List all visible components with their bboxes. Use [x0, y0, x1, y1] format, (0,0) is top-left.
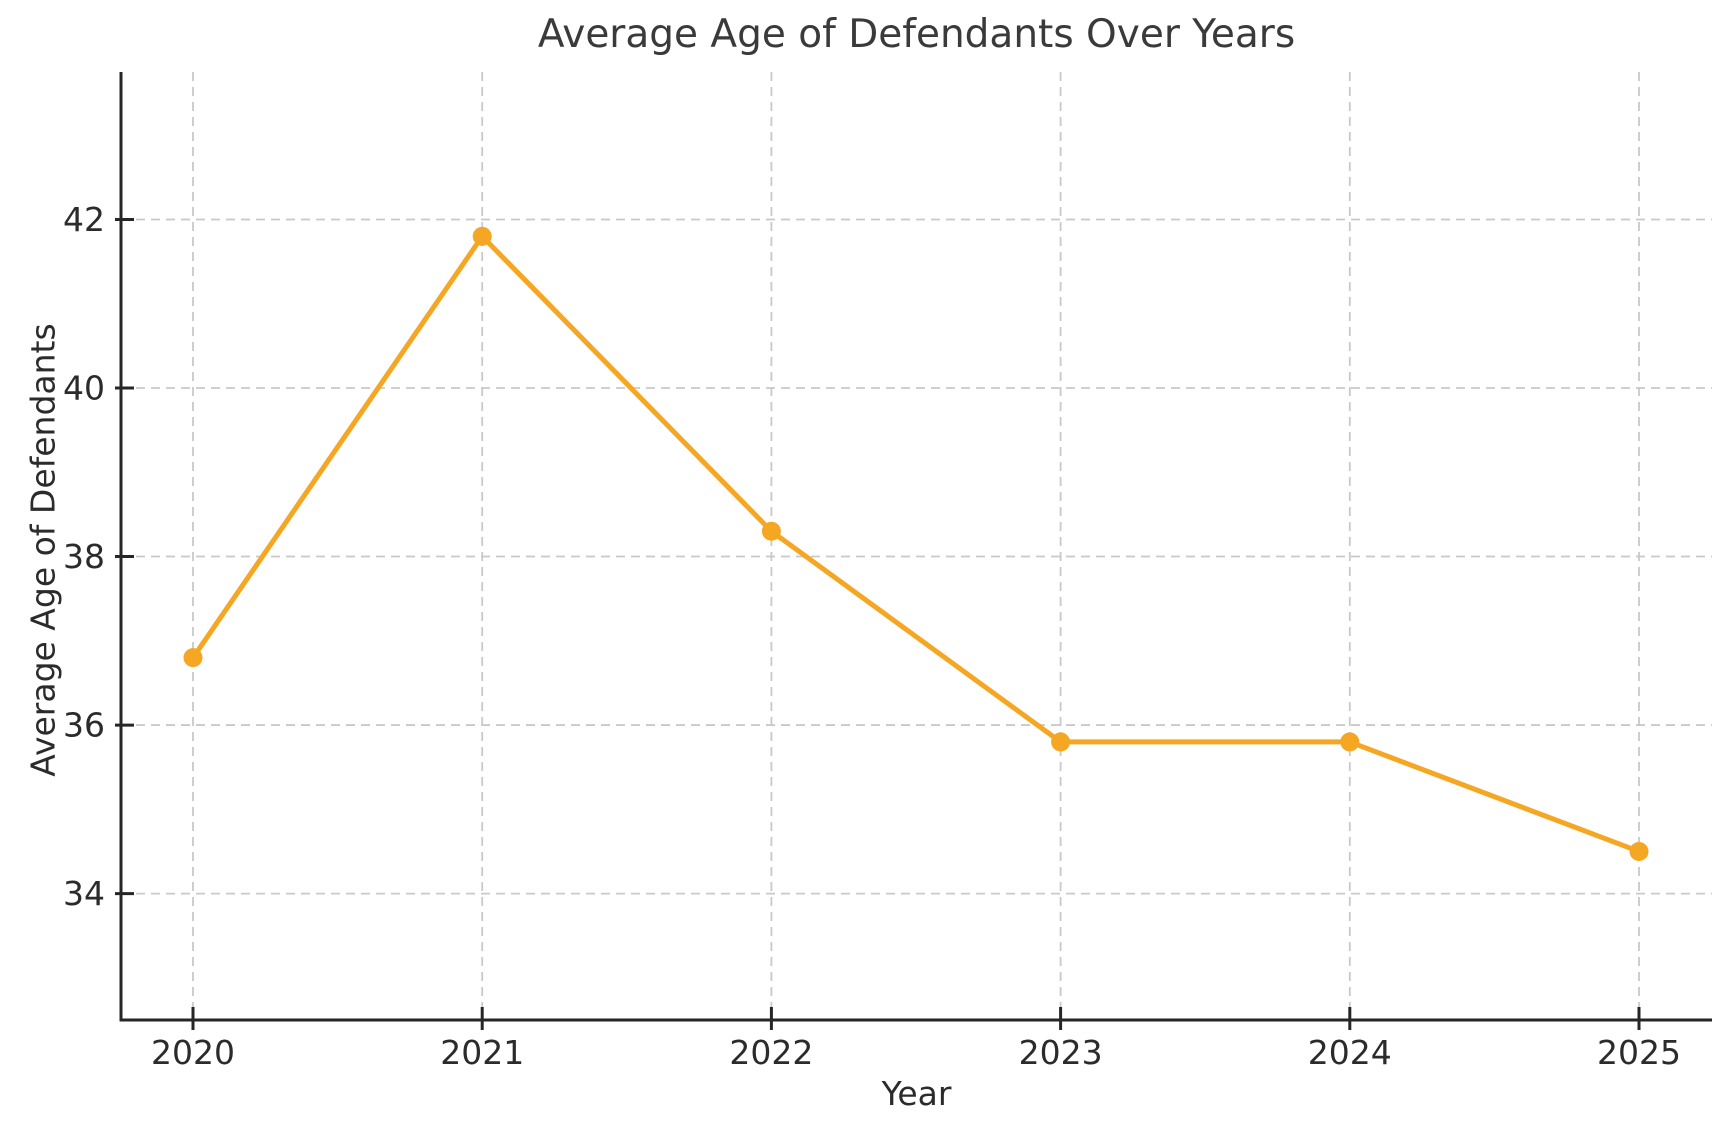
y-tick-label: 36 — [63, 706, 105, 745]
data-point — [1629, 841, 1649, 861]
x-tick-label: 2022 — [729, 1033, 813, 1072]
data-point — [761, 521, 781, 541]
y-tick-label: 40 — [63, 369, 105, 408]
x-tick-label: 2023 — [1019, 1033, 1103, 1072]
x-tick-label: 2024 — [1308, 1033, 1392, 1072]
data-point — [1340, 732, 1360, 752]
y-axis-label: Average Age of Defendants — [23, 323, 63, 777]
x-tick-label: 2020 — [151, 1033, 235, 1072]
x-tick-label: 2025 — [1597, 1033, 1681, 1072]
x-tick-label: 2021 — [440, 1033, 524, 1072]
y-tick-label: 42 — [63, 200, 105, 239]
x-axis-label: Year — [881, 1074, 952, 1113]
data-point — [183, 648, 203, 668]
data-line — [190, 233, 1642, 854]
chart-title: Average Age of Defendants Over Years — [537, 12, 1296, 57]
data-point — [1051, 732, 1071, 752]
y-tick-label: 34 — [63, 874, 105, 913]
y-tick-label: 38 — [63, 537, 105, 576]
data-point — [472, 226, 492, 246]
